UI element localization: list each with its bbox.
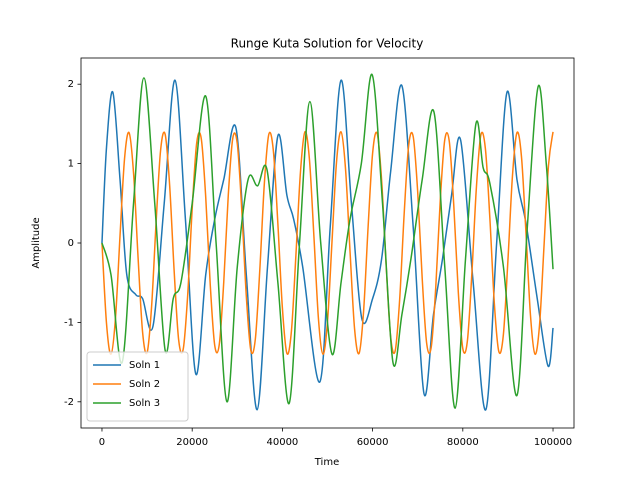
chart-title: Runge Kuta Solution for Velocity xyxy=(231,37,424,51)
y-tick-label: 2 xyxy=(68,79,74,90)
x-tick-label: 60000 xyxy=(357,437,389,448)
y-tick-label: 1 xyxy=(68,159,74,170)
x-tick-label: 80000 xyxy=(447,437,479,448)
axes-frame xyxy=(80,57,575,429)
x-tick-label: 0 xyxy=(99,437,105,448)
legend-label: Soln 1 xyxy=(129,360,160,371)
x-tick-label: 40000 xyxy=(266,437,298,448)
x-tick-label: 100000 xyxy=(534,437,572,448)
x-axis-label: Time xyxy=(314,457,339,468)
y-tick-label: -2 xyxy=(64,397,74,408)
legend-label: Soln 3 xyxy=(129,398,160,409)
y-tick-label: 0 xyxy=(68,238,74,249)
y-tick-label: -1 xyxy=(64,317,74,328)
y-axis-label: Amplitude xyxy=(31,217,42,268)
x-tick-label: 20000 xyxy=(176,437,208,448)
legend-label: Soln 2 xyxy=(129,379,160,390)
series-line xyxy=(101,73,554,409)
